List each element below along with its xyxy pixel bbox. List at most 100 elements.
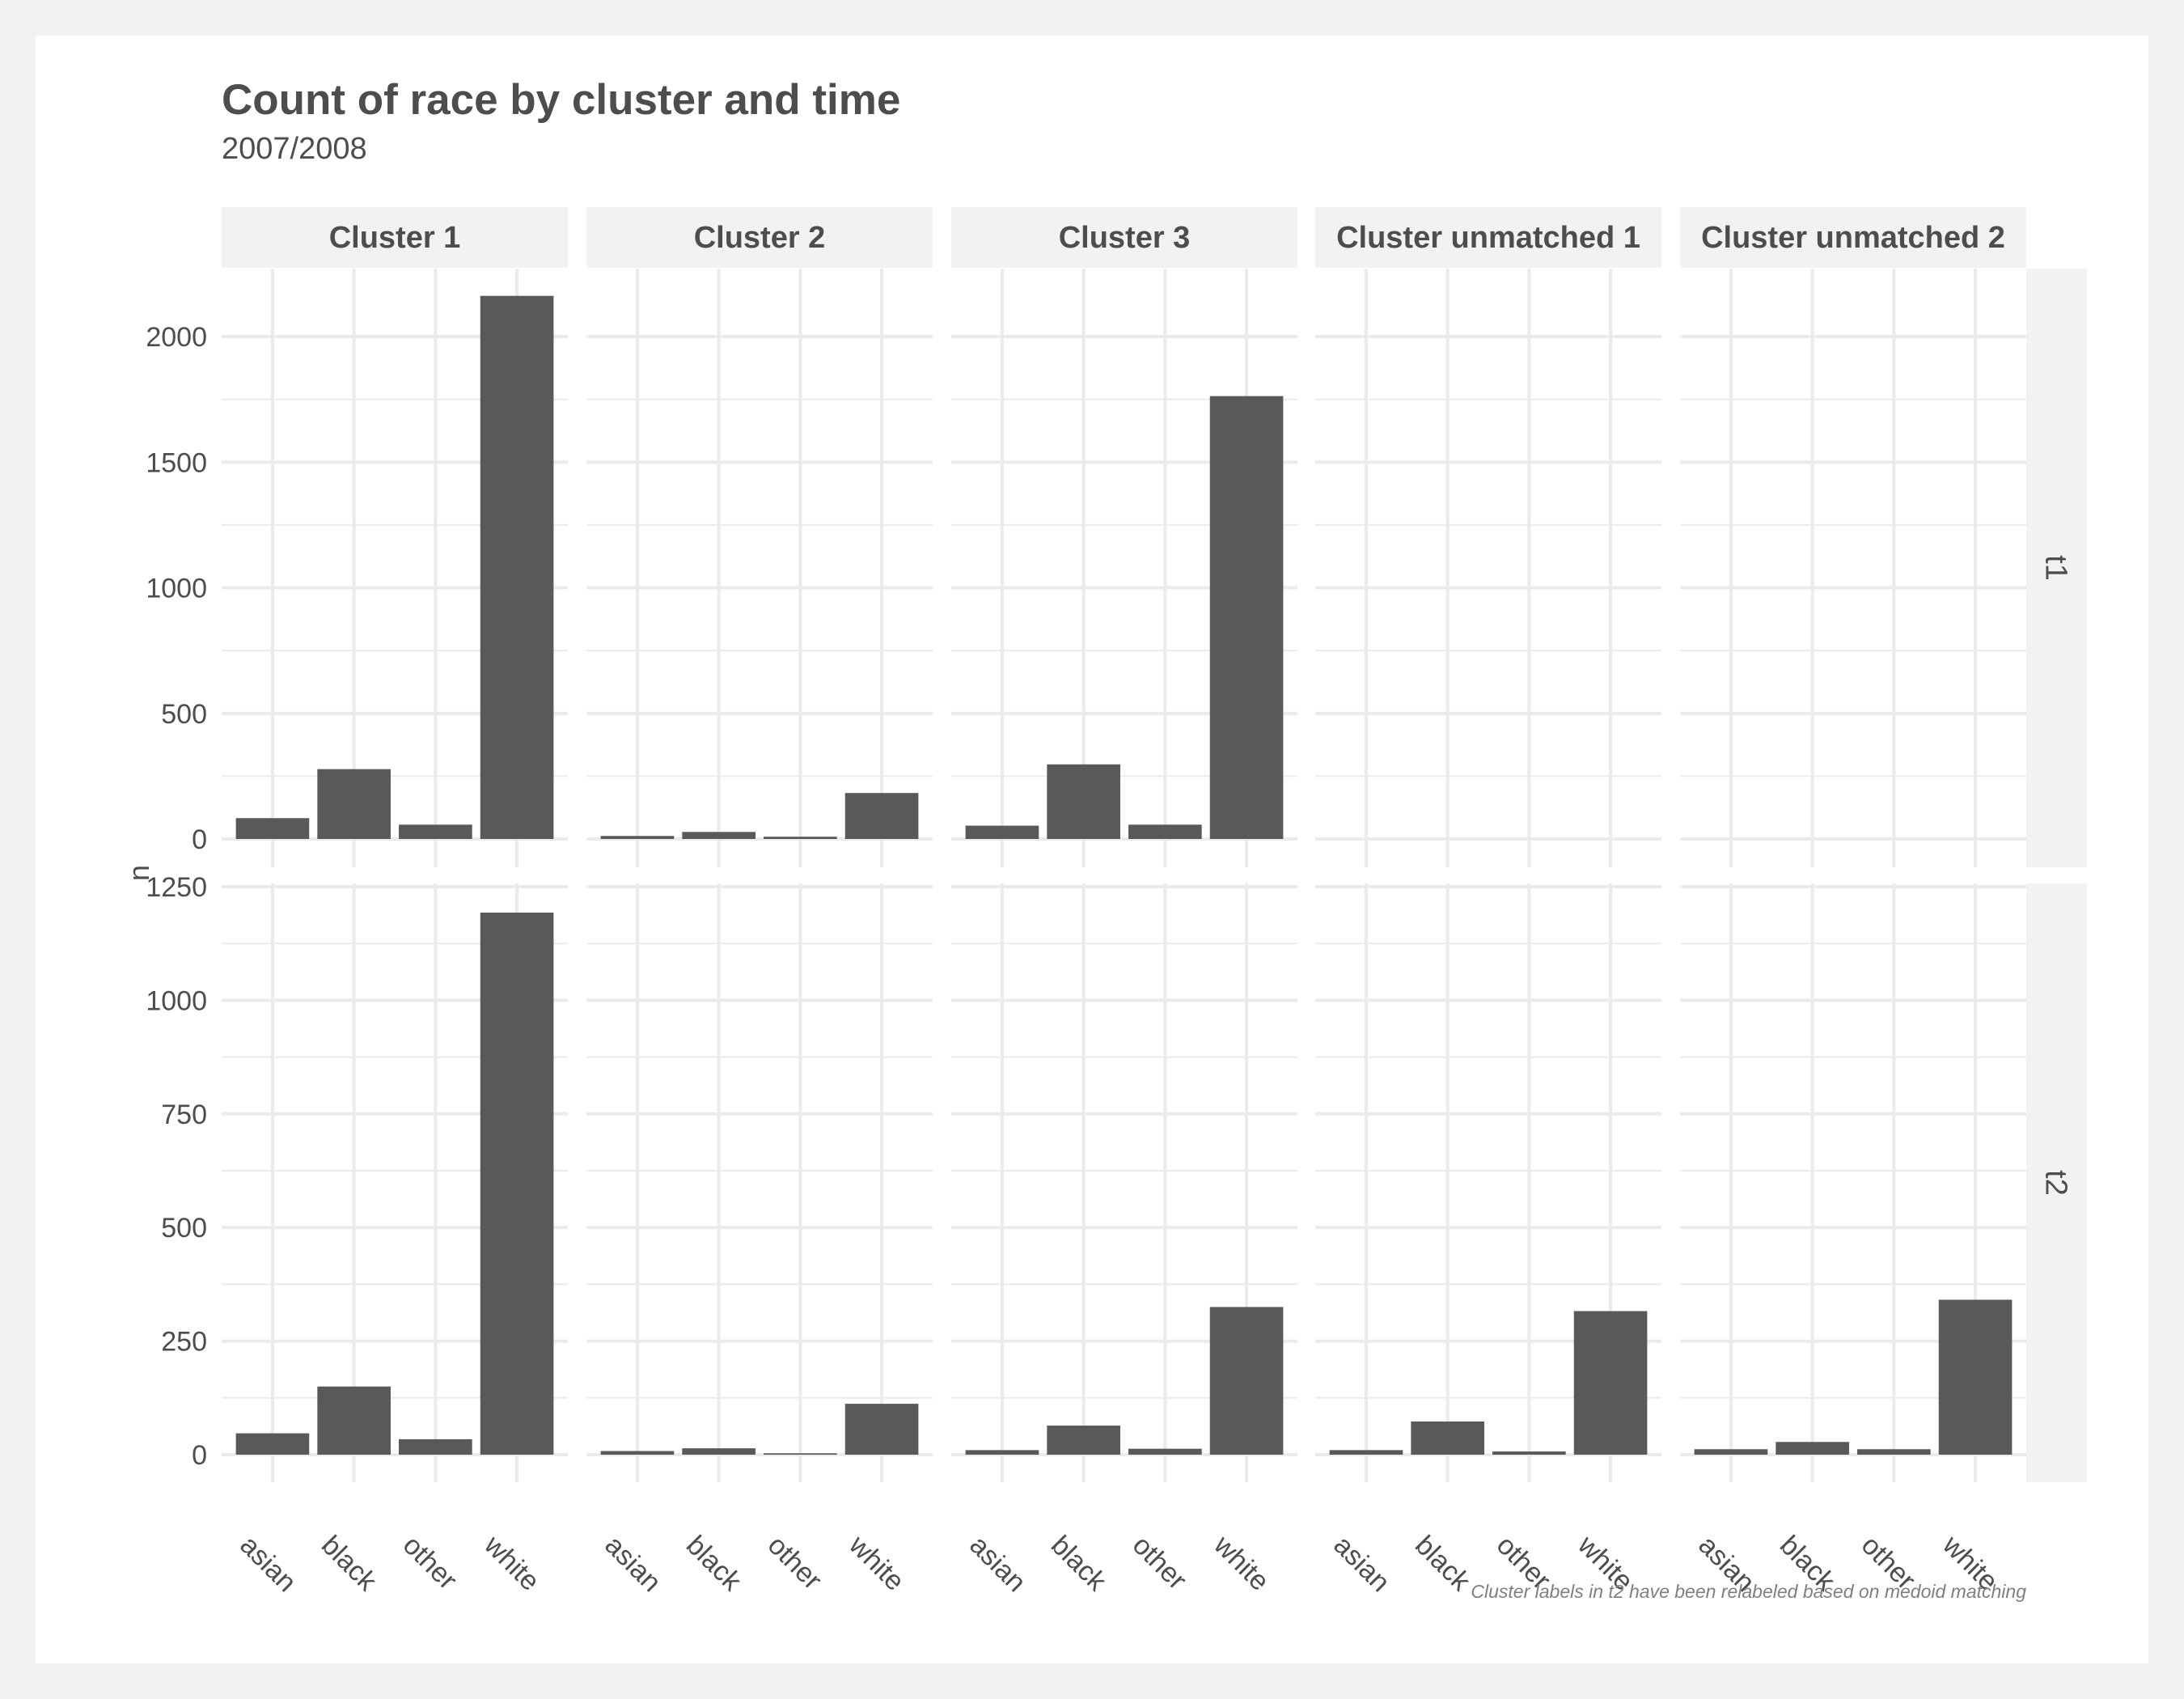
facet-strip-cluster-unmatched-2: Cluster unmatched 2 xyxy=(1680,207,2026,268)
x-tick-label: white xyxy=(843,1529,911,1597)
y-tick-label: 1500 xyxy=(146,447,207,478)
x-axis-cluster-2: asian black other white xyxy=(599,1529,910,1598)
facet-strip-cluster-1: Cluster 1 xyxy=(222,207,568,268)
x-tick-label: other xyxy=(762,1530,828,1596)
bar-cluster-2-t2-asian xyxy=(600,1451,675,1455)
panel-cluster-1-t2 xyxy=(222,883,568,1482)
bar-cluster-3-t2-other xyxy=(1128,1448,1202,1455)
facet-strip-bg xyxy=(222,207,568,268)
x-tick-label: black xyxy=(315,1530,383,1598)
facet-strip-t2: t2 xyxy=(2026,883,2087,1482)
y-tick-label: 0 xyxy=(192,824,207,855)
bar-cluster-3-t2-white xyxy=(1209,1307,1284,1455)
panel-cluster-3-t1 xyxy=(951,269,1297,867)
x-tick-label: asian xyxy=(234,1530,302,1598)
bar-cluster-3-t1-other xyxy=(1128,824,1202,839)
x-tick-label: asian xyxy=(963,1530,1031,1598)
x-tick-label: black xyxy=(1045,1530,1113,1598)
bar-cluster-unmatched-1-t2-white xyxy=(1573,1311,1648,1455)
panel-cluster-3-t2 xyxy=(951,883,1297,1482)
x-tick-label: white xyxy=(478,1529,546,1597)
panel-cluster-1-t1 xyxy=(222,269,568,867)
x-tick-label: asian xyxy=(1327,1530,1395,1598)
y-tick-label: 0 xyxy=(192,1440,207,1471)
bar-cluster-unmatched-2-t2-white xyxy=(1938,1299,2013,1455)
bar-cluster-2-t1-black xyxy=(682,832,756,839)
bar-cluster-unmatched-1-t2-black xyxy=(1411,1421,1484,1455)
x-axis-cluster-3: asian black other white xyxy=(963,1529,1275,1598)
bar-cluster-1-t1-asian xyxy=(235,818,310,839)
bar-cluster-2-t2-white xyxy=(844,1404,919,1455)
panel-cluster-2-t1 xyxy=(586,269,933,867)
x-tick-label: other xyxy=(397,1530,463,1596)
chart-caption: Cluster labels in t2 have been relabeled… xyxy=(1471,1581,2026,1602)
x-axis-cluster-1: asian black other white xyxy=(234,1529,545,1598)
facet-strip-label: Cluster 1 xyxy=(329,221,461,255)
panel-cluster-unmatched-1-t2 xyxy=(1315,883,1661,1482)
facet-strip-bg xyxy=(2026,269,2087,867)
x-tick-label: white xyxy=(1208,1529,1276,1597)
bar-cluster-2-t1-asian xyxy=(600,836,675,839)
y-axis-t1: 0 500 1000 1500 2000 xyxy=(146,322,207,855)
bar-cluster-1-t1-white xyxy=(480,295,554,840)
chart-title: Count of race by cluster and time xyxy=(222,76,900,124)
facet-strip-label: Cluster 2 xyxy=(694,221,826,255)
y-tick-label: 1000 xyxy=(146,985,207,1016)
facet-strip-bg xyxy=(2026,883,2087,1482)
facet-strip-label: Cluster 3 xyxy=(1059,221,1191,255)
y-tick-label: 250 xyxy=(161,1327,207,1358)
bar-cluster-2-t1-white xyxy=(844,793,919,839)
bar-cluster-3-t1-asian xyxy=(965,825,1039,839)
chart-subtitle: 2007/2008 xyxy=(222,132,367,166)
bar-cluster-2-t2-other xyxy=(764,1453,837,1455)
y-tick-label: 1000 xyxy=(146,574,207,604)
bar-cluster-3-t1-white xyxy=(1209,396,1284,839)
y-tick-label: 2000 xyxy=(146,322,207,353)
facet-strip-t1: t1 xyxy=(2026,269,2087,867)
y-tick-label: 1250 xyxy=(146,872,207,903)
bar-cluster-unmatched-1-t2-other xyxy=(1492,1451,1566,1455)
facet-strip-cluster-unmatched-1: Cluster unmatched 1 xyxy=(1315,207,1661,268)
x-tick-label: black xyxy=(680,1530,748,1598)
bar-cluster-3-t1-black xyxy=(1047,764,1120,839)
x-tick-label: black xyxy=(1409,1530,1477,1598)
bar-cluster-unmatched-1-t2-asian xyxy=(1329,1450,1403,1455)
facet-strip-bg xyxy=(1680,207,2026,268)
facet-strip-cluster-2: Cluster 2 xyxy=(586,207,933,268)
facet-strip-cluster-3: Cluster 3 xyxy=(951,207,1297,268)
x-tick-label: asian xyxy=(599,1530,667,1598)
facet-strip-bg xyxy=(951,207,1297,268)
facet-strip-label: t1 xyxy=(2039,555,2073,581)
y-axis-label: n xyxy=(122,865,155,881)
facet-strip-label: t2 xyxy=(2039,1170,2073,1196)
x-tick-label: other xyxy=(1127,1530,1193,1596)
bar-cluster-1-t2-white xyxy=(480,913,554,1455)
panel-cluster-unmatched-2-t2 xyxy=(1680,883,2026,1482)
bar-cluster-2-t2-black xyxy=(682,1448,756,1455)
bar-cluster-unmatched-2-t2-asian xyxy=(1694,1449,1768,1455)
bar-cluster-unmatched-2-t2-other xyxy=(1857,1449,1931,1455)
bar-cluster-unmatched-2-t2-black xyxy=(1776,1442,1849,1455)
bar-cluster-1-t2-other xyxy=(399,1438,472,1455)
bar-cluster-1-t1-other xyxy=(399,824,472,839)
bar-cluster-2-t1-other xyxy=(764,837,837,839)
facet-strip-label: Cluster unmatched 2 xyxy=(1701,221,2005,255)
y-tick-label: 500 xyxy=(161,699,207,730)
faceted-bar-chart: Count of race by cluster and time 2007/2… xyxy=(122,76,2087,1602)
y-tick-label: 750 xyxy=(161,1099,207,1130)
bar-cluster-1-t2-black xyxy=(317,1386,391,1455)
bar-cluster-1-t1-black xyxy=(317,769,391,839)
facet-strip-bg xyxy=(1315,207,1661,268)
bar-cluster-1-t2-asian xyxy=(235,1433,310,1455)
panel-cluster-unmatched-1-t1 xyxy=(1315,269,1661,867)
y-tick-label: 500 xyxy=(161,1213,207,1244)
facet-panels: Cluster 1 Cluster 2 Cluster 3 Cluster unmat… xyxy=(146,207,2087,1598)
chart-card: Count of race by cluster and time 2007/2… xyxy=(36,36,2148,1663)
y-axis-t2: 0 250 500 750 1000 1250 xyxy=(146,872,207,1471)
facet-strip-label: Cluster unmatched 1 xyxy=(1336,221,1640,255)
bar-cluster-3-t2-black xyxy=(1047,1426,1120,1455)
panel-cluster-2-t2 xyxy=(586,883,933,1482)
facet-strip-bg xyxy=(586,207,933,268)
panel-cluster-unmatched-2-t1 xyxy=(1680,269,2026,867)
bar-cluster-3-t2-asian xyxy=(965,1450,1039,1455)
